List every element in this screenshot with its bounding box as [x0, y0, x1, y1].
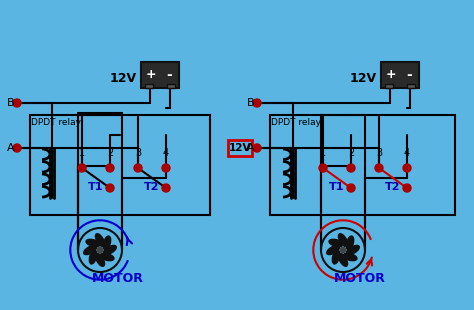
Text: 4: 4: [163, 148, 169, 158]
Text: T2: T2: [144, 182, 160, 192]
Circle shape: [162, 164, 170, 172]
Circle shape: [403, 164, 411, 172]
Circle shape: [97, 247, 103, 253]
Circle shape: [134, 164, 142, 172]
Bar: [30, 115, 210, 215]
Ellipse shape: [327, 246, 339, 255]
Circle shape: [106, 164, 114, 172]
Ellipse shape: [95, 254, 105, 266]
Text: T1: T1: [88, 182, 104, 192]
Ellipse shape: [338, 254, 347, 266]
Text: A: A: [247, 143, 255, 153]
Bar: [228, 140, 252, 156]
Text: 1: 1: [79, 148, 85, 158]
Text: -: -: [166, 68, 172, 82]
Ellipse shape: [338, 234, 347, 246]
Ellipse shape: [346, 236, 354, 250]
Text: 2: 2: [107, 148, 113, 158]
Text: MOTOR: MOTOR: [334, 272, 386, 285]
Text: 12V: 12V: [350, 73, 377, 86]
Circle shape: [403, 184, 411, 192]
Bar: [141, 62, 179, 88]
Bar: [381, 62, 419, 88]
Circle shape: [78, 164, 86, 172]
Circle shape: [375, 164, 383, 172]
Circle shape: [347, 184, 355, 192]
Ellipse shape: [332, 250, 340, 264]
Text: 3: 3: [135, 148, 141, 158]
Text: +: +: [386, 69, 396, 82]
Ellipse shape: [329, 239, 343, 247]
Text: DPDT relay: DPDT relay: [31, 118, 81, 127]
Circle shape: [162, 184, 170, 192]
Bar: [385, 84, 393, 88]
Circle shape: [319, 164, 327, 172]
Circle shape: [340, 247, 346, 253]
Text: 2: 2: [348, 148, 354, 158]
Text: 3: 3: [376, 148, 382, 158]
Text: T2: T2: [385, 182, 401, 192]
Text: 12V: 12V: [110, 73, 137, 86]
Circle shape: [13, 99, 21, 107]
Bar: [407, 84, 415, 88]
Ellipse shape: [84, 246, 97, 255]
Bar: [270, 115, 455, 215]
Text: DPDT relay: DPDT relay: [271, 118, 321, 127]
Ellipse shape: [343, 253, 357, 261]
Text: +: +: [146, 69, 156, 82]
Text: T1: T1: [329, 182, 345, 192]
Text: B: B: [247, 98, 255, 108]
Text: 1: 1: [320, 148, 326, 158]
Circle shape: [253, 99, 261, 107]
Text: B: B: [8, 98, 15, 108]
Ellipse shape: [103, 236, 111, 250]
Text: 4: 4: [404, 148, 410, 158]
Text: A: A: [8, 143, 15, 153]
Circle shape: [253, 144, 261, 152]
Text: -: -: [406, 68, 412, 82]
Text: 12V: 12V: [229, 143, 251, 153]
Bar: [145, 84, 153, 88]
Bar: [167, 84, 175, 88]
Circle shape: [106, 184, 114, 192]
Ellipse shape: [346, 246, 359, 255]
Ellipse shape: [89, 250, 97, 264]
Ellipse shape: [103, 246, 116, 255]
Ellipse shape: [100, 253, 114, 261]
Circle shape: [347, 164, 355, 172]
Text: MOTOR: MOTOR: [92, 272, 144, 285]
Ellipse shape: [86, 239, 100, 247]
Ellipse shape: [95, 234, 105, 246]
Circle shape: [13, 144, 21, 152]
